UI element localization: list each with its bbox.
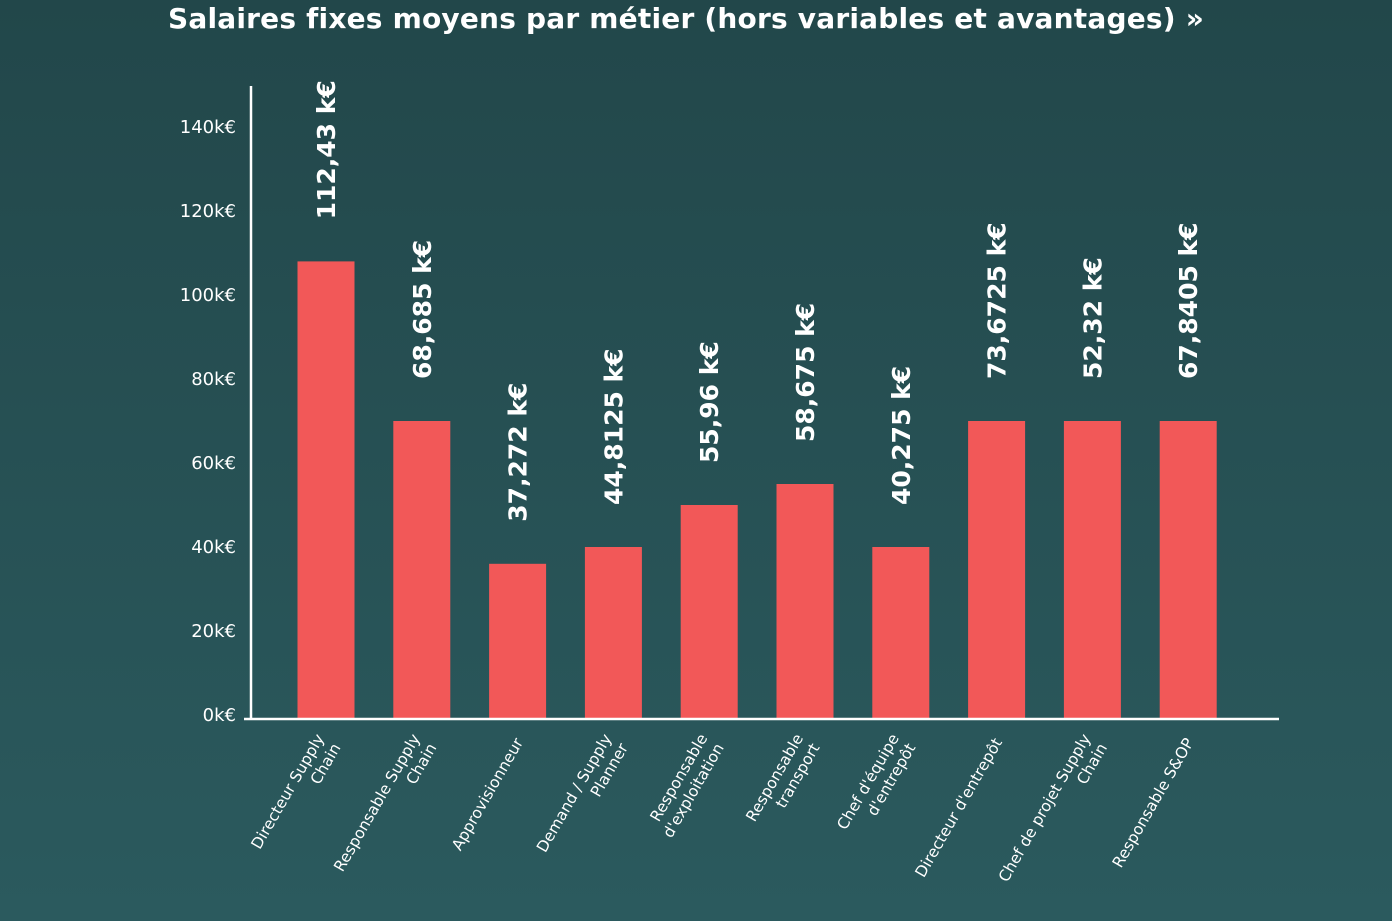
category-label: Directeur SupplyChain xyxy=(248,731,345,862)
category-label: Chef de projet SupplyChain xyxy=(995,731,1111,895)
x-axis-label: Approvisionneur xyxy=(448,734,527,853)
y-axis-ticks: 0k€ 20k€ 40k€ 60k€ 80k€ 100k€ 120k€ 140k€ xyxy=(180,117,236,726)
x-axis-label: Chef de projet SupplyChain xyxy=(995,731,1111,895)
bar xyxy=(297,261,355,719)
y-tick-label: 0k€ xyxy=(203,705,236,726)
y-tick-label: 60k€ xyxy=(191,453,236,474)
value-label: 52,32 k€ xyxy=(1078,257,1107,379)
category-label: Chef d'équiped'entrepôt xyxy=(834,731,920,843)
value-label: 58,675 k€ xyxy=(791,303,820,442)
x-axis-label: Responsable S&OP xyxy=(1109,735,1198,871)
category-label: Responsable S&OP xyxy=(1109,735,1198,871)
category-label: Approvisionneur xyxy=(448,734,527,853)
y-tick-label: 80k€ xyxy=(191,369,236,390)
x-axis-label: Directeur d'entrepôt xyxy=(912,735,1006,880)
bar xyxy=(968,421,1026,719)
value-label: 68,685 k€ xyxy=(408,240,437,379)
value-label: 67,8405 k€ xyxy=(1174,222,1203,379)
bar xyxy=(489,563,547,719)
bar xyxy=(584,547,642,719)
category-label-line: Directeur Supply xyxy=(248,731,329,852)
y-tick-label: 40k€ xyxy=(191,537,236,558)
y-tick-label: 120k€ xyxy=(180,201,236,222)
x-axis-label: Demand / SupplyPlanner xyxy=(533,730,632,865)
x-axis-label: Responsabled'exploitation xyxy=(643,731,728,841)
value-label: 55,96 k€ xyxy=(695,341,724,463)
category-label-line: Approvisionneur xyxy=(448,734,527,853)
category-label-line: Directeur d'entrepôt xyxy=(912,735,1006,880)
bar xyxy=(680,505,738,719)
category-label: Directeur d'entrepôt xyxy=(912,735,1006,880)
x-axis-label: Directeur SupplyChain xyxy=(248,731,345,862)
category-label-line: Responsable S&OP xyxy=(1109,735,1198,871)
bar xyxy=(1159,421,1217,719)
bar xyxy=(776,484,834,719)
bar xyxy=(1063,421,1121,719)
category-label-line: Responsable Supply xyxy=(330,731,424,875)
bars-layer xyxy=(297,261,1217,719)
value-label: 73,6725 k€ xyxy=(983,222,1012,379)
bar xyxy=(872,547,930,719)
x-axis-label: Chef d'équiped'entrepôt xyxy=(834,731,920,843)
value-label: 44,8125 k€ xyxy=(599,348,628,505)
category-label-line: Chef de projet Supply xyxy=(995,731,1095,885)
x-axis-label: Responsabletransport xyxy=(742,731,823,834)
category-label: Responsabletransport xyxy=(742,731,823,834)
value-labels: 112,43 k€ 68,685 k€ 37,272 k€ 44,8125 k€ 55,… xyxy=(312,80,1203,522)
y-tick-label: 20k€ xyxy=(191,621,236,642)
value-label: 37,272 k€ xyxy=(504,383,533,522)
y-tick-label: 140k€ xyxy=(180,117,236,138)
bar xyxy=(393,421,451,719)
chart-title: Salaires fixes moyens par métier (hors v… xyxy=(168,2,1204,35)
category-label: Responsable SupplyChain xyxy=(330,731,440,884)
y-tick-label: 100k€ xyxy=(180,285,236,306)
value-label: 40,275 k€ xyxy=(887,366,916,505)
category-label: Responsabled'exploitation xyxy=(643,731,728,841)
value-label: 112,43 k€ xyxy=(312,80,341,219)
x-axis-label: Responsable SupplyChain xyxy=(330,731,440,884)
category-label: Demand / SupplyPlanner xyxy=(533,730,632,865)
